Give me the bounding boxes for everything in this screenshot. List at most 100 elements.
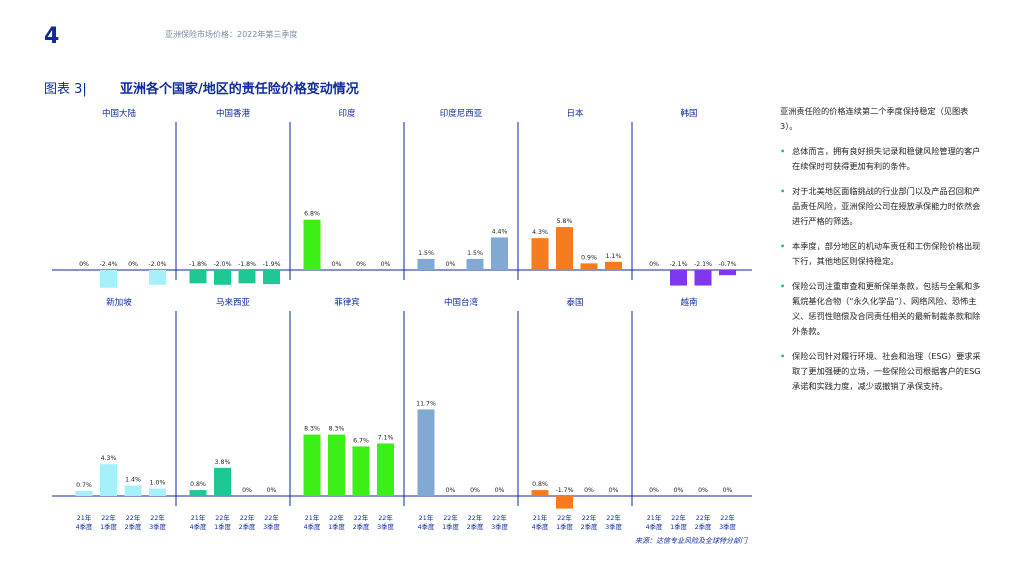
bar [303,219,321,270]
tick-label: 22年 [443,513,458,522]
data-label: 0% [381,261,391,268]
panel-title: 印度尼西亚 [440,108,483,119]
data-label: -0.7% [719,261,737,268]
bar [719,270,736,276]
data-label: -2.0% [149,261,167,268]
bar [214,467,231,496]
data-label: 4.3% [101,455,117,462]
figure-label: 图表 3| [44,82,87,97]
tick-label: 3季度 [149,522,166,531]
data-label: 0% [698,487,708,494]
panel-title: 菲律宾 [334,297,360,308]
data-label: -2.1% [694,261,712,268]
data-label: 0.9% [581,254,597,261]
bullet-icon: • [780,281,786,291]
bar [605,261,622,270]
panel-title: 越南 [680,297,697,308]
page-number: 4 [44,24,60,49]
tick-label: 22年 [582,513,597,522]
bullet-icon: • [780,186,786,196]
sidebar-intro: 亚洲责任险的价格连续第二个季度保持稳定（见图表3）。 [780,106,969,131]
bar [580,263,598,270]
tick-label: 22年 [606,513,621,522]
data-label: 0% [332,261,342,268]
panel-title: 马来西亚 [216,298,251,308]
data-label: -1.8% [238,261,256,268]
tick-label: 4季度 [532,522,549,531]
data-label: 0% [723,487,733,494]
tick-label: 22年 [126,513,141,522]
bar [417,258,435,270]
tick-label: 22年 [671,513,686,522]
data-label: 6.7% [353,437,369,444]
data-label: 1.4% [125,477,141,484]
tick-label: 3季度 [263,522,280,531]
tick-label: 2季度 [467,522,484,531]
tick-label: 2季度 [125,522,142,531]
data-label: 11.7% [416,400,436,407]
tick-label: 21年 [533,513,548,522]
tick-label: 3季度 [719,522,736,531]
sidebar-bullet: • 保险公司注重审查和更新保单条款，包括与全氟和多氟烷基化合物（“永久化学品”）、… [780,281,981,336]
bar [328,434,345,496]
bar [75,490,93,496]
panel-title: 韩国 [680,108,697,119]
tick-label: 21年 [305,513,320,522]
tick-label: 22年 [215,513,230,522]
sidebar-bullet: • 保险公司针对履行环境、社会和治理（ESG）要求采取了更加强硬的立场，一些保险公… [780,351,981,391]
data-label: 1.5% [418,250,434,257]
tick-label: 3季度 [491,522,508,531]
data-label: 0% [649,487,659,494]
tick-label: 2季度 [353,522,370,531]
data-label: 0% [267,487,277,494]
bar [100,464,117,496]
data-label: 8.3% [329,426,345,433]
tick-label: 22年 [557,513,572,522]
source-note: 来源：达信专业风险及全球特分部门 [635,537,747,545]
bar [491,237,508,270]
sidebar-bullet: • 总体而言，拥有良好损失记录和稳健风险管理的客户在续保时可获得更加有利的条件。 [780,146,981,171]
tick-label: 4季度 [646,522,663,531]
bar [124,485,142,496]
data-label: 0% [674,487,684,494]
data-label: 0% [79,261,89,268]
bar [694,270,712,286]
tick-label: 21年 [647,513,662,522]
panel-title: 中国台湾 [444,297,479,308]
panel-title: 印度 [338,108,356,119]
panel-title: 中国香港 [216,108,251,119]
sidebar-bullet: • 本季度，部分地区的机动车责任和工伤保险价格出现下行，其他地区则保持稳定。 [780,241,981,266]
tick-label: 22年 [492,513,507,522]
bar [466,258,484,270]
bullet-icon: • [780,241,786,251]
data-label: 0.8% [190,481,206,488]
bar [303,434,321,496]
bullet-icon: • [780,146,786,156]
data-label: 0% [609,487,619,494]
sidebar-bullet: • 对于北美地区面临挑战的行业部门以及产品召回和产品责任风险，亚洲保险公司在授放承… [780,186,981,226]
tick-label: 21年 [77,513,92,522]
data-label: 0% [495,487,505,494]
data-label: -2.1% [670,261,688,268]
tick-label: 22年 [264,513,279,522]
bar [556,227,573,270]
tick-label: 4季度 [76,522,93,531]
data-label: -1.9% [263,261,281,268]
bar [531,238,549,270]
data-label: 0.8% [532,481,548,488]
data-label: 0% [649,261,659,268]
data-label: -2.0% [214,261,232,268]
bar [377,443,394,496]
panel-title: 日本 [566,108,584,119]
tick-label: 22年 [720,513,735,522]
tick-label: 22年 [378,513,393,522]
bar [352,446,370,496]
data-label: 1.1% [606,253,622,260]
data-label: 0% [446,261,456,268]
data-label: 0% [242,487,252,494]
bar [417,409,435,496]
bullet-icon: • [780,351,786,361]
tick-label: 21年 [419,513,434,522]
tick-label: 22年 [150,513,165,522]
bar [263,270,280,285]
